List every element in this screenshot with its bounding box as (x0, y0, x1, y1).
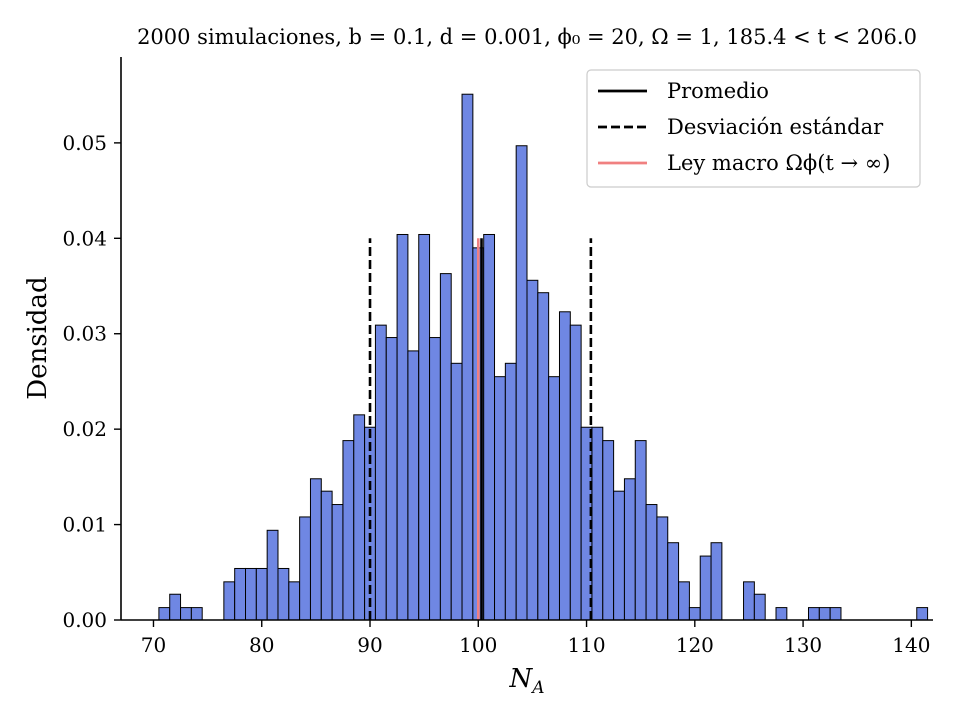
histogram-bar (320, 490, 333, 621)
histogram-bar (623, 478, 636, 621)
histogram-bar (450, 362, 463, 621)
y-tick-label: 0.00 (62, 608, 107, 632)
histogram-bar (223, 581, 236, 621)
histogram-bar (634, 440, 647, 621)
histogram-bar (504, 362, 517, 621)
axes-group: 70 80 90 100 110 120 130 140 0.00 0.01 0.02 0.03 0.0… (62, 57, 933, 657)
histogram-bar (699, 555, 712, 621)
y-tick-label: 0.02 (62, 417, 107, 441)
histogram-bar (342, 440, 355, 621)
histogram-bar (418, 233, 431, 621)
histogram-bar (483, 233, 496, 621)
histogram-bar (645, 504, 658, 621)
y-tick-label: 0.03 (62, 322, 107, 346)
legend-frame (586, 69, 921, 188)
histogram-bar (396, 233, 409, 621)
histogram-bar (515, 145, 528, 621)
histogram-bar (602, 440, 615, 621)
histogram-bar (526, 279, 539, 621)
histogram-bar (439, 273, 452, 621)
histogram-bar (916, 607, 929, 621)
histogram-bar (829, 607, 842, 621)
histogram-bar (190, 607, 203, 621)
histogram-bar (548, 376, 560, 621)
histogram-bar (374, 324, 387, 621)
histogram-bar (569, 324, 582, 621)
x-tick-label: 120 (676, 633, 714, 657)
histogram-bar (255, 567, 268, 621)
legend-label: Promedio (667, 79, 769, 103)
histogram-bar (461, 93, 474, 621)
histogram-bar (266, 529, 279, 621)
histogram-bar (753, 593, 766, 621)
histogram-bar (234, 567, 247, 621)
histogram-bar (331, 504, 344, 621)
bars-group (158, 93, 929, 621)
x-tick-label: 110 (567, 633, 605, 657)
histogram-bar (299, 516, 311, 621)
histogram-bar (353, 414, 366, 621)
histogram-bar (656, 516, 669, 621)
x-tick-label: 80 (249, 633, 274, 657)
histogram-bar (288, 581, 301, 621)
histogram-bar (277, 567, 290, 621)
histogram-bar (494, 376, 506, 621)
y-axis-label: Densidad (23, 276, 53, 399)
histogram-bar (818, 607, 831, 621)
histogram-bar (591, 426, 604, 621)
legend: Promedio Desviación estándar Ley macro Ωϕ(… (586, 69, 921, 188)
histogram-bar (775, 607, 788, 621)
histogram-bar (245, 567, 257, 621)
histogram-bar (158, 607, 171, 621)
histogram-bar (613, 490, 625, 621)
legend-label: Ley macro Ωϕ(t → ∞) (667, 151, 890, 175)
x-tick-label: 70 (141, 633, 166, 657)
x-tick-label: 100 (459, 633, 497, 657)
histogram-bar (537, 292, 550, 621)
chart-title: 2000 simulaciones, b = 0.1, d = 0.001, ϕ… (137, 25, 917, 49)
x-axis-label: NA (508, 664, 544, 698)
histogram-bar (678, 581, 690, 621)
histogram-bar (558, 311, 571, 621)
histogram-bar (688, 607, 701, 621)
histogram-bar (429, 337, 441, 621)
x-tick-label: 90 (357, 633, 382, 657)
y-tick-label: 0.04 (62, 226, 107, 250)
x-axis-label-main: N (508, 664, 533, 694)
histogram-bar (169, 593, 182, 621)
reference-lines (368, 238, 593, 620)
histogram-bar (807, 607, 820, 621)
histogram-bar (667, 542, 680, 621)
x-tick-label: 140 (892, 633, 930, 657)
histogram-bar (710, 542, 723, 621)
x-tick-label: 130 (784, 633, 822, 657)
legend-label: Desviación estándar (667, 115, 884, 139)
histogram-bar (407, 350, 420, 621)
y-tick-label: 0.01 (62, 513, 107, 537)
histogram-bar (743, 581, 755, 621)
x-axis-label-subscript: A (530, 678, 544, 698)
histogram-bar (385, 337, 398, 621)
histogram-bar (309, 478, 322, 621)
histogram-bar (180, 607, 192, 621)
y-tick-label: 0.05 (62, 131, 107, 155)
